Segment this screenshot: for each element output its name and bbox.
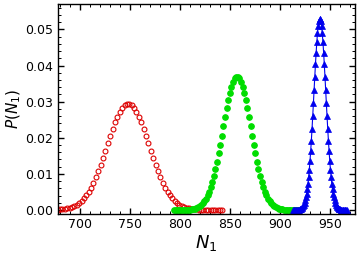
X-axis label: $N_1$: $N_1$ [195,233,218,253]
Y-axis label: $P(N_1)$: $P(N_1)$ [4,89,23,129]
